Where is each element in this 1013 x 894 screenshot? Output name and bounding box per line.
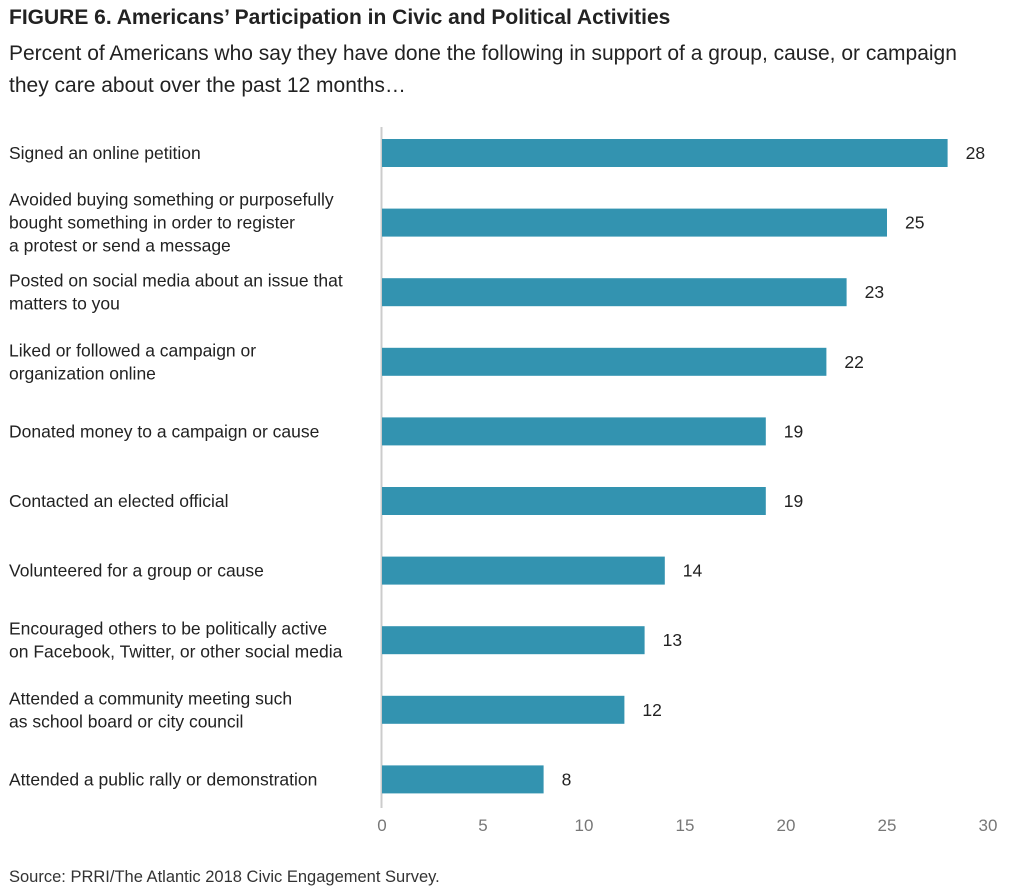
category-label: Signed an online petition xyxy=(9,143,201,163)
category-label: Liked or followed a campaign or organizat… xyxy=(9,340,256,383)
bar xyxy=(382,695,625,724)
category-label-line: Contacted an elected official xyxy=(9,491,229,511)
x-tick-label: 0 xyxy=(377,816,386,835)
x-tick-label: 20 xyxy=(777,816,796,835)
chart-subtitle: Percent of Americans who say they have d… xyxy=(9,42,957,97)
data-label: 19 xyxy=(784,421,803,441)
x-tick-label: 30 xyxy=(979,816,998,835)
source-note: Source: PRRI/The Atlantic 2018 Civic Eng… xyxy=(9,868,440,886)
category-label: Posted on social media about an issue th… xyxy=(9,271,343,314)
x-tick-label: 25 xyxy=(878,816,897,835)
category-label-line: a protest or send a message xyxy=(9,236,231,256)
data-label: 14 xyxy=(683,561,703,581)
bar xyxy=(382,208,887,237)
data-label: 23 xyxy=(865,282,884,302)
category-label-line: Donated money to a campaign or cause xyxy=(9,421,319,441)
category-label: Contacted an elected official xyxy=(9,491,229,511)
category-label-line: Posted on social media about an issue th… xyxy=(9,271,343,291)
chart-title: FIGURE 6. Americans’ Participation in Ci… xyxy=(9,6,671,29)
category-label: Donated money to a campaign or cause xyxy=(9,421,319,441)
bar xyxy=(382,626,645,655)
data-label: 25 xyxy=(905,213,924,233)
data-label: 19 xyxy=(784,491,803,511)
category-label-line: matters to you xyxy=(9,294,120,314)
category-label-line: Attended a public rally or demonstration xyxy=(9,769,317,789)
bar xyxy=(382,347,827,376)
data-label: 22 xyxy=(844,352,863,372)
category-label: Attended a public rally or demonstration xyxy=(9,769,317,789)
bar xyxy=(382,487,766,515)
category-label-line: Volunteered for a group or cause xyxy=(9,561,264,581)
data-label: 28 xyxy=(966,143,985,163)
category-label: Avoided buying something or purposefully… xyxy=(9,190,334,256)
bar xyxy=(382,765,544,794)
category-label-line: Liked or followed a campaign or xyxy=(9,340,256,360)
category-label-line: Signed an online petition xyxy=(9,143,201,163)
category-label-line: Attended a community meeting such xyxy=(9,688,292,708)
data-label: 12 xyxy=(642,700,661,720)
category-label-line: organization online xyxy=(9,363,156,383)
data-label: 8 xyxy=(562,769,572,789)
bar xyxy=(382,417,766,446)
bar xyxy=(382,278,847,307)
bar xyxy=(382,139,948,167)
category-label-line: bought something in order to register xyxy=(9,213,295,233)
bar xyxy=(382,556,665,585)
x-tick-label: 15 xyxy=(676,816,695,835)
x-tick-label: 5 xyxy=(478,816,487,835)
data-label: 13 xyxy=(663,630,682,650)
category-label-line: Avoided buying something or purposefully xyxy=(9,190,334,210)
category-label: Volunteered for a group or cause xyxy=(9,561,264,581)
category-label: Encouraged others to be politically acti… xyxy=(9,619,343,662)
category-label-line: Encouraged others to be politically acti… xyxy=(9,619,327,639)
category-label: Attended a community meeting such as scho… xyxy=(9,688,292,731)
category-label-line: on Facebook, Twitter, or other social me… xyxy=(9,642,343,662)
category-label-line: as school board or city council xyxy=(9,711,243,731)
x-tick-label: 10 xyxy=(575,816,594,835)
